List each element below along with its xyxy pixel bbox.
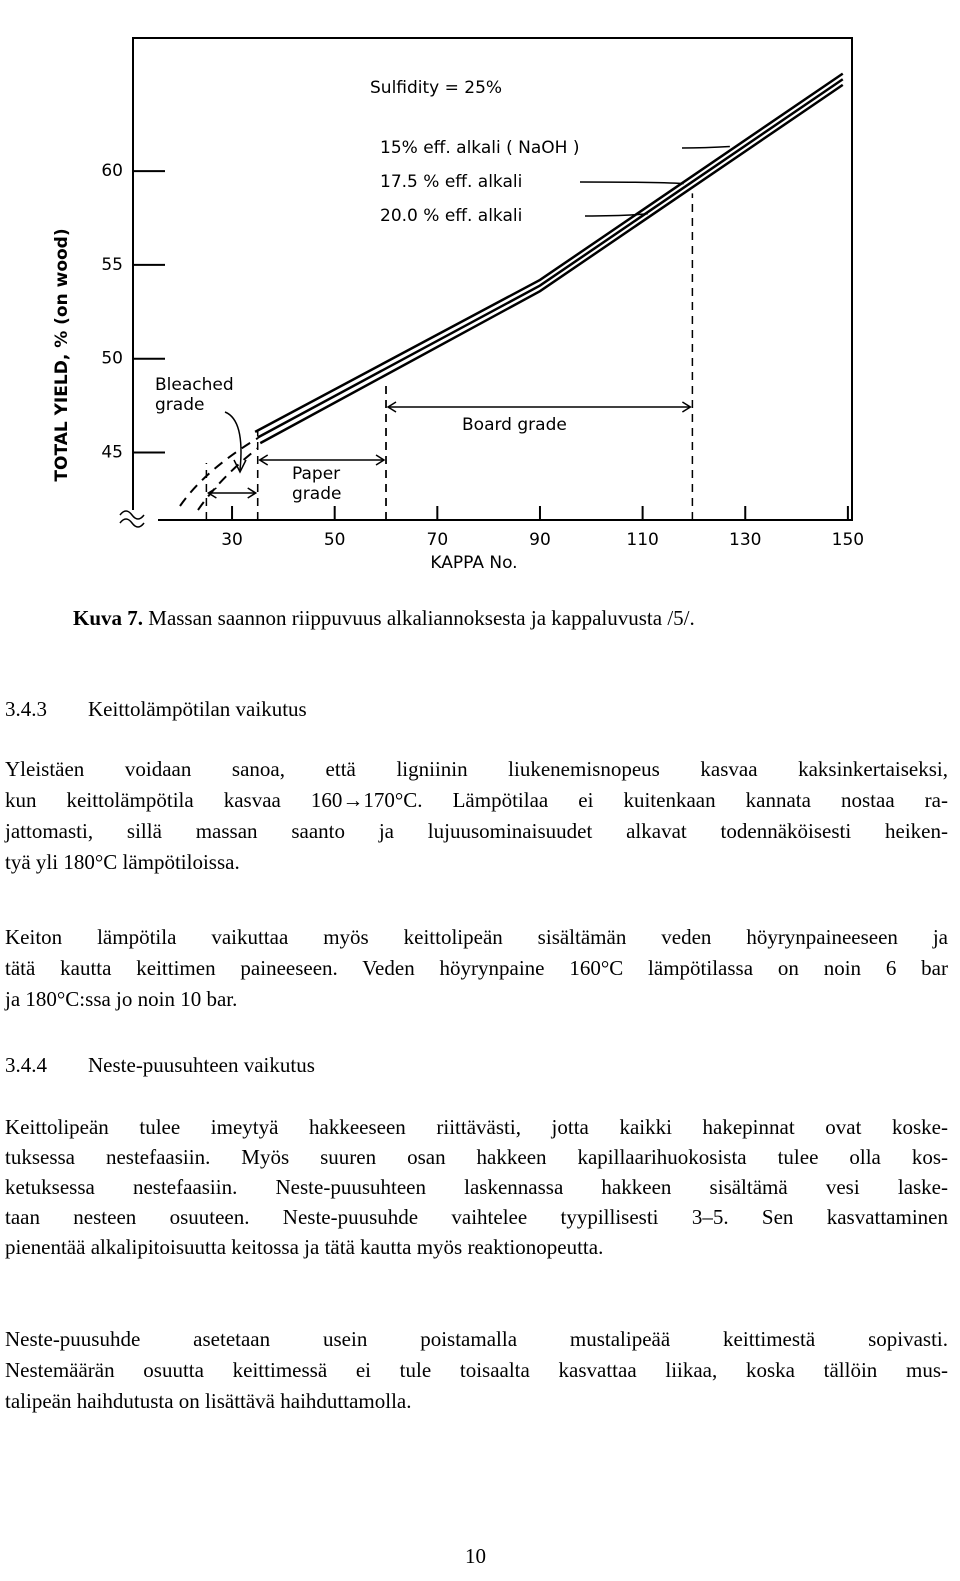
text-line: Yleistäen voidaan sanoa, että ligniinin … [5,757,948,781]
text-line: talipeän haihdutusta on lisättävä haihdu… [5,1389,412,1413]
text-line: tätä kautta keittimen paineeseen. Veden … [5,956,948,980]
arrow-head [386,401,692,413]
y-tick-label: 50 [101,349,123,369]
y-tick-label: 45 [101,442,123,462]
decor [119,411,259,528]
x-tick-label: 110 [626,530,658,550]
y-tick-label: 60 [101,161,123,181]
series-line [257,78,844,439]
text-line: ketuksessa nestefaasiin. Neste-puusuhtee… [5,1175,948,1199]
section-number: 3.4.3 [5,697,47,721]
page-number: 10 [465,1544,486,1568]
text-line: tuksessa nestefaasiin. Myös suuren osan … [5,1145,948,1169]
label-arrow [681,145,730,149]
caption: Kuva 7. Massan saannon riippuvuus alkali… [73,603,695,634]
series-line [259,83,844,445]
annotation: Sulfidity = 25% [370,78,502,98]
y-tick-label: 55 [101,255,123,275]
text-line: Neste-puusuhde asetetaan usein poistamal… [5,1327,948,1351]
text-line: kun keittolämpötila kasvaa 160→170°C. Lä… [5,788,948,812]
caption-text: Massan saannon riippuvuus alkaliannokses… [148,606,695,630]
chart: 45 50 55 60 30 50 70 90 110 130 150 KAPPA No. TOTAL … [52,37,864,573]
region-label: Paper [292,464,340,484]
text-line: taan nesteen osuuteen. Neste-puusuhde va… [5,1205,948,1229]
x-tick-label: 150 [832,530,864,550]
series-line [254,72,844,433]
x-tick-label: 50 [324,530,346,550]
y-axis-label: TOTAL YIELD, % (on wood) [52,228,72,481]
x-tick-label: 30 [221,530,243,550]
label-arrow [584,213,648,217]
region-label: grade [155,395,204,415]
x-tick-label: 70 [427,530,449,550]
text-line: Keiton lämpötila vaikuttaa myös keittoli… [5,925,948,949]
caption-label: Kuva 7. [73,606,144,630]
section-title: Keittolämpötilan vaikutus [88,697,307,721]
text-line: Keittolipeän tulee imeytyä hakkeeseen ri… [5,1115,948,1139]
text-line: pienentää alkalipitoisuutta keitossa ja … [5,1235,604,1259]
series-label: 17.5 % eff. alkali [380,172,522,192]
series-label: 20.0 % eff. alkali [380,206,522,226]
text-line: tyä yli 180°C lämpötiloissa. [5,850,240,874]
region-label: grade [292,484,341,504]
plot-frame [132,37,853,521]
series-label: 15% eff. alkali ( NaOH ) [380,138,580,158]
section-title: Neste-puusuhteen vaikutus [88,1053,315,1077]
x-tick-label: 90 [529,530,551,550]
region-label: Bleached [155,375,234,395]
arrow-head [258,454,386,466]
section-number: 3.4.4 [5,1053,47,1077]
arrow-head [206,487,258,499]
region-label: Board grade [462,415,567,435]
label-arrow [579,181,684,185]
text-line: jattomasti, sillä massan saanto ja lujuu… [5,819,948,843]
text-line: Nestemäärän osuutta keittimessä ei tule … [5,1358,948,1382]
text-line: ja 180°C:ssa jo noin 10 bar. [5,987,238,1011]
x-tick-label: 130 [729,530,761,550]
x-axis-label: KAPPA No. [430,553,517,573]
